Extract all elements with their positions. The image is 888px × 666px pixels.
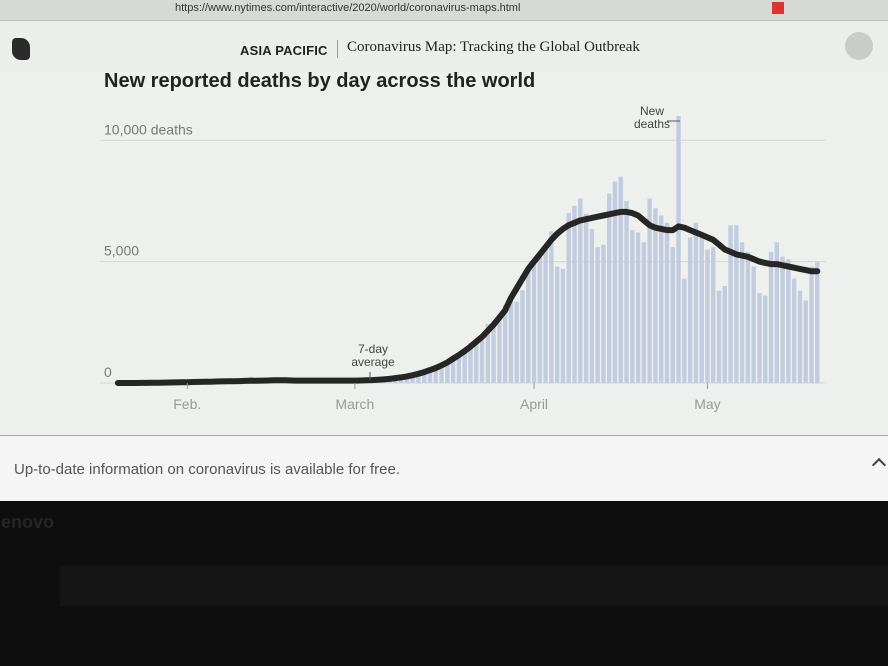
- bar: [751, 266, 756, 383]
- bar: [422, 372, 427, 383]
- bar: [693, 222, 699, 383]
- bar: [416, 374, 421, 383]
- bar: [439, 363, 444, 383]
- bar: [774, 242, 780, 383]
- bar: [456, 353, 462, 383]
- bar: [572, 205, 577, 383]
- section-label[interactable]: ASIA PACIFIC: [240, 43, 328, 58]
- bar: [491, 321, 496, 383]
- page-title: Coronavirus Map: Tracking the Global Out…: [347, 39, 640, 55]
- bar: [687, 237, 693, 383]
- keyboard: [60, 566, 888, 606]
- bar: [485, 324, 491, 383]
- bar: [514, 301, 519, 383]
- bar: [549, 231, 554, 383]
- x-tick-label: March: [335, 396, 374, 412]
- chart: New reported deaths by day across the wo…: [100, 70, 826, 412]
- close-icon[interactable]: [772, 2, 784, 14]
- bar: [803, 300, 808, 383]
- bar: [745, 251, 751, 383]
- x-tick-label: May: [694, 396, 720, 412]
- bar: [508, 301, 514, 383]
- bar: [664, 222, 670, 383]
- separator: [337, 40, 338, 58]
- y-tick-label: 10,000 deaths: [104, 121, 193, 137]
- browser-bar: [0, 0, 888, 21]
- bar: [670, 247, 675, 383]
- bar: [404, 376, 410, 383]
- bar: [410, 375, 415, 383]
- bar: [497, 316, 502, 383]
- bar: [815, 261, 820, 383]
- footer-text[interactable]: Up-to-date information on coronavirus is…: [14, 461, 401, 478]
- bar: [462, 349, 467, 383]
- line-annotation: 7-day average: [351, 342, 395, 369]
- y-tick-label: 5,000: [104, 243, 139, 259]
- bar: [653, 208, 658, 383]
- y-tick-label: 0: [104, 364, 112, 380]
- site-header: [0, 21, 888, 71]
- bar: [427, 370, 433, 383]
- bar: [502, 305, 508, 383]
- bar: [520, 290, 525, 383]
- bar: [739, 242, 745, 383]
- bar: [635, 232, 641, 383]
- bar: [768, 251, 774, 383]
- bar: [578, 198, 583, 383]
- bar: [618, 176, 623, 383]
- bar: [734, 225, 739, 383]
- bar: [433, 369, 438, 383]
- bar: [445, 362, 450, 383]
- bar: [554, 266, 560, 383]
- bar: [537, 251, 543, 383]
- bar: [589, 229, 595, 383]
- bar: [797, 290, 803, 383]
- bar: [722, 285, 727, 383]
- bar: [763, 295, 768, 383]
- bar: [809, 266, 814, 383]
- bar: [780, 256, 785, 383]
- bar: [659, 215, 664, 383]
- brand: lenovo: [0, 512, 55, 532]
- footer-bar: [0, 435, 888, 502]
- bar: [595, 247, 600, 383]
- bar: [786, 259, 791, 383]
- bar: [757, 293, 762, 383]
- chart-title: New reported deaths by day across the wo…: [104, 70, 535, 92]
- bar: [601, 244, 606, 383]
- bar: [630, 230, 635, 383]
- bar: [682, 278, 687, 383]
- bar: [543, 247, 548, 383]
- bar: [676, 116, 681, 383]
- share-button[interactable]: [845, 32, 873, 60]
- url[interactable]: https://www.nytimes.com/interactive/2020…: [175, 2, 521, 14]
- logo[interactable]: [12, 38, 30, 60]
- bar: [474, 341, 479, 383]
- bar: [624, 200, 629, 383]
- bar: [647, 198, 652, 383]
- bar: [560, 268, 566, 383]
- bar: [791, 278, 797, 383]
- bar: [526, 271, 531, 383]
- x-tick-label: Feb.: [173, 396, 201, 412]
- bar: [641, 242, 647, 383]
- bar: [705, 249, 710, 383]
- bar: [566, 213, 571, 383]
- average-line: [114, 208, 821, 386]
- bar: [468, 343, 473, 383]
- bar: [728, 225, 733, 383]
- bar-annotation: New deaths: [633, 104, 671, 131]
- x-tick-label: April: [520, 396, 548, 412]
- bar: [716, 290, 722, 383]
- bar: [699, 237, 704, 383]
- bar: [583, 213, 589, 383]
- bar: [606, 193, 612, 383]
- bar: [479, 340, 485, 383]
- bar: [450, 359, 456, 383]
- bar: [612, 181, 618, 383]
- bar: [531, 264, 537, 383]
- bar: [711, 247, 716, 383]
